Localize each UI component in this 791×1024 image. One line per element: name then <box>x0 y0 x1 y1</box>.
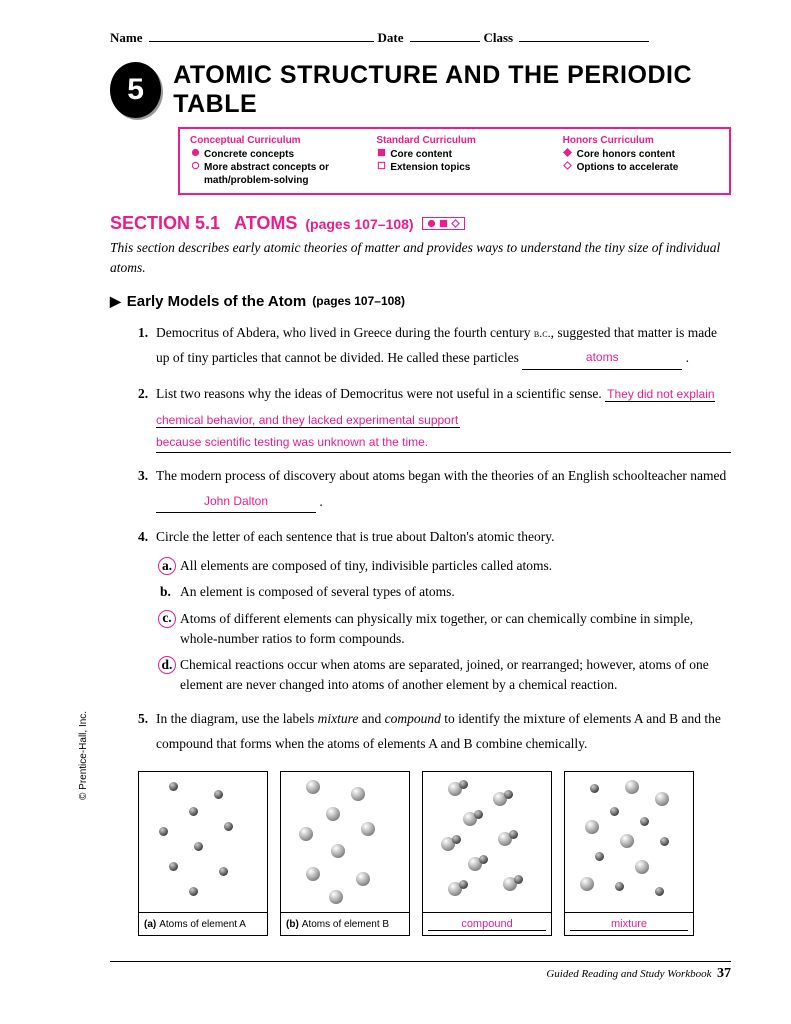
curr-item: Core honors content <box>577 148 675 161</box>
copyright-text: © Prentice-Hall, Inc. <box>78 711 89 800</box>
class-label: Class <box>484 30 514 46</box>
subsection-header: ▶ Early Models of the Atom (pages 107–10… <box>110 293 731 310</box>
question-list: 1. Democritus of Abdera, who lived in Gr… <box>110 320 731 936</box>
q4-a-text: All elements are composed of tiny, indiv… <box>180 558 552 573</box>
question-1: 1. Democritus of Abdera, who lived in Gr… <box>138 320 731 371</box>
q4-opt-c[interactable]: c.Atoms of different elements can physic… <box>160 609 731 650</box>
chapter-number-circle: 5 <box>110 62 161 118</box>
curr-head-2: Standard Curriculum <box>376 135 532 146</box>
question-2: 2. List two reasons why the ideas of Dem… <box>138 381 731 453</box>
class-blank[interactable] <box>519 41 649 42</box>
footer-text: Guided Reading and Study Workbook <box>546 968 711 980</box>
open-square-icon <box>376 161 386 170</box>
subsection-pages: (pages 107–108) <box>312 294 405 308</box>
section-intro: This section describes early atomic theo… <box>110 238 731 279</box>
q3-period: . <box>316 494 323 509</box>
q4-num: 4. <box>138 524 148 550</box>
diagram-b: (b)Atoms of element B <box>280 771 410 936</box>
date-label: Date <box>378 30 404 46</box>
section-symbols <box>422 217 465 230</box>
filled-circle-icon <box>190 148 200 157</box>
page-footer: Guided Reading and Study Workbook 37 <box>110 961 731 982</box>
q4-opt-b[interactable]: b.An element is composed of several type… <box>160 582 731 602</box>
q4-text: Circle the letter of each sentence that … <box>156 529 555 544</box>
q3-num: 3. <box>138 463 148 489</box>
question-3: 3. The modern process of discovery about… <box>138 463 731 514</box>
diagram-row: (a)Atoms of element A (b)Atoms of elemen… <box>138 771 731 936</box>
curr-item: Concrete concepts <box>204 148 294 161</box>
diag-b-label: (b) <box>286 919 299 930</box>
q1-text-a: Democritus of Abdera, who lived in Greec… <box>156 325 534 340</box>
curr-head-1: Conceptual Curriculum <box>190 135 346 146</box>
curr-item: Options to accelerate <box>577 161 679 174</box>
q5-num: 5. <box>138 706 148 732</box>
q1-answer[interactable]: atoms <box>522 346 682 370</box>
page-number: 37 <box>717 966 731 981</box>
q4-d-text: Chemical reactions occur when atoms are … <box>180 657 709 692</box>
q4-opt-a[interactable]: a.All elements are composed of tiny, ind… <box>160 556 731 576</box>
curriculum-box: Conceptual Curriculum Concrete concepts … <box>178 127 731 195</box>
question-5: 5. In the diagram, use the labels mixtur… <box>138 706 731 757</box>
chapter-number: 5 <box>127 73 144 107</box>
diagram-a: (a)Atoms of element A <box>138 771 268 936</box>
section-number: SECTION 5.1 <box>110 213 220 234</box>
q5-text-a: In the diagram, use the labels <box>156 711 318 726</box>
diag-b-text: Atoms of element B <box>302 919 389 930</box>
diag-a-label: (a) <box>144 919 156 930</box>
filled-circle-icon <box>427 219 436 228</box>
section-title: ATOMS <box>234 213 297 234</box>
section-header: SECTION 5.1 ATOMS (pages 107–108) <box>110 213 731 234</box>
open-circle-icon <box>190 161 200 170</box>
q3-answer[interactable]: John Dalton <box>156 490 316 514</box>
chapter-header: 5 ATOMIC STRUCTURE AND THE PERIODIC TABL… <box>110 61 731 119</box>
diagram-d: mixture <box>564 771 694 936</box>
q1-bc: b.c. <box>534 326 551 340</box>
q2-answer-2[interactable]: because scientific testing was unknown a… <box>156 434 731 453</box>
filled-diamond-icon <box>563 148 573 157</box>
section-pages: (pages 107–108) <box>305 216 413 232</box>
q4-b-text: An element is composed of several types … <box>180 584 455 599</box>
q4-c-text: Atoms of different elements can physical… <box>180 611 693 646</box>
diag-d-answer[interactable]: mixture <box>570 918 688 931</box>
q4-opt-d[interactable]: d.Chemical reactions occur when atoms ar… <box>160 655 731 696</box>
filled-square-icon <box>439 219 448 228</box>
question-4: 4. Circle the letter of each sentence th… <box>138 524 731 695</box>
name-blank[interactable] <box>149 41 374 42</box>
q1-num: 1. <box>138 320 148 346</box>
diag-a-text: Atoms of element A <box>159 919 246 930</box>
date-blank[interactable] <box>410 41 480 42</box>
curr-item: Core content <box>390 148 452 161</box>
chapter-title: ATOMIC STRUCTURE AND THE PERIODIC TABLE <box>173 61 731 119</box>
q5-text-b: and <box>358 711 384 726</box>
q2-text: List two reasons why the ideas of Democr… <box>156 386 605 401</box>
curriculum-standard: Standard Curriculum Core content Extensi… <box>376 135 532 187</box>
curr-head-3: Honors Curriculum <box>563 135 719 146</box>
q2-num: 2. <box>138 381 148 407</box>
curr-item: Extension topics <box>390 161 470 174</box>
q3-text: The modern process of discovery about at… <box>156 468 726 483</box>
header-fields: Name Date Class <box>110 30 731 46</box>
open-diamond-icon <box>563 161 573 170</box>
q5-i2: compound <box>385 711 441 726</box>
name-label: Name <box>110 30 143 46</box>
filled-square-icon <box>376 148 386 157</box>
curriculum-honors: Honors Curriculum Core honors content Op… <box>563 135 719 187</box>
diag-c-answer[interactable]: compound <box>428 918 546 931</box>
q1-period: . <box>682 350 689 365</box>
curriculum-conceptual: Conceptual Curriculum Concrete concepts … <box>190 135 346 187</box>
subsection-title: Early Models of the Atom <box>127 293 306 310</box>
open-diamond-icon <box>451 219 460 228</box>
triangle-icon: ▶ <box>110 293 121 310</box>
curr-item: More abstract concepts or math/problem-s… <box>204 161 346 187</box>
q5-i1: mixture <box>318 711 359 726</box>
diagram-c: compound <box>422 771 552 936</box>
